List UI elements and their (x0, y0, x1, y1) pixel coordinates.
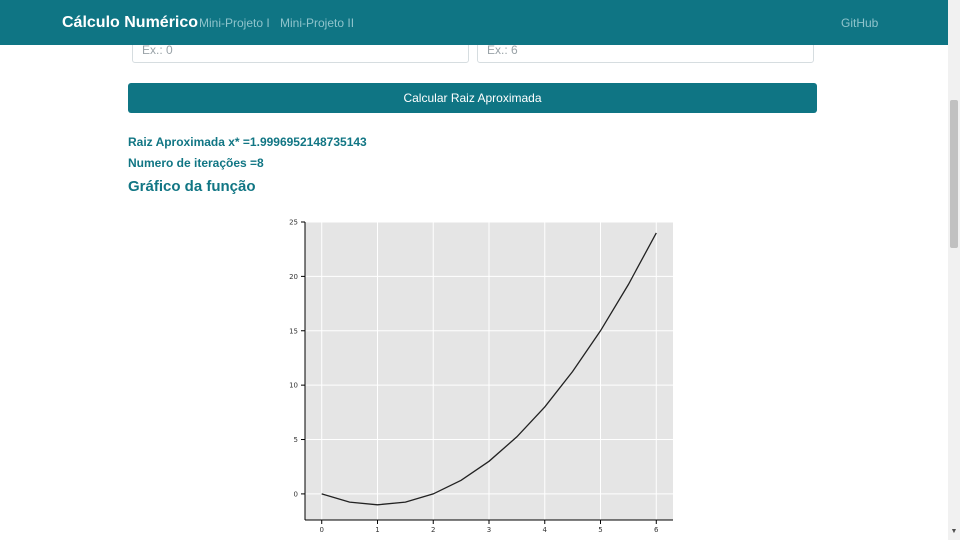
x-tick-label: 6 (654, 526, 659, 532)
x-tick-label: 5 (598, 526, 602, 532)
iterations-result: Numero de iterações =8 (128, 156, 264, 170)
scroll-down-arrow-icon[interactable]: ▼ (950, 528, 958, 535)
y-tick-label: 15 (289, 327, 298, 335)
y-tick-label: 0 (294, 490, 298, 498)
nav-link-mini-projeto-2[interactable]: Mini-Projeto II (280, 16, 355, 30)
function-graph-title: Gráfico da função (128, 178, 256, 195)
y-tick-label: 20 (289, 273, 298, 281)
x-tick-label: 3 (487, 526, 491, 532)
approximate-root-result: Raiz Aproximada x* =1.9996952148735143 (128, 135, 367, 149)
page-scrollbar[interactable]: ▼ (948, 0, 960, 540)
brand-title[interactable]: Cálculo Numérico (62, 14, 199, 31)
y-tick-label: 5 (294, 436, 298, 444)
calculate-root-button[interactable]: Calcular Raiz Aproximada (128, 83, 817, 113)
x-tick-label: 0 (319, 526, 323, 532)
function-chart: 0 1 2 3 4 5 6 0 5 10 15 20 25 (289, 219, 673, 532)
scrollbar-thumb[interactable] (950, 100, 958, 248)
x-tick-label: 4 (543, 526, 548, 532)
function-series-line (321, 232, 657, 506)
nav-link-github[interactable]: GitHub (841, 16, 879, 30)
nav-link-mini-projeto-1[interactable]: Mini-Projeto I (199, 16, 270, 30)
x-tick-label: 2 (431, 526, 435, 532)
navbar: Cálculo Numérico Mini-Projeto I Mini-Pro… (0, 0, 948, 45)
y-tick-label: 25 (289, 219, 298, 227)
y-tick-label: 10 (289, 382, 298, 390)
x-tick-label: 1 (375, 526, 379, 532)
